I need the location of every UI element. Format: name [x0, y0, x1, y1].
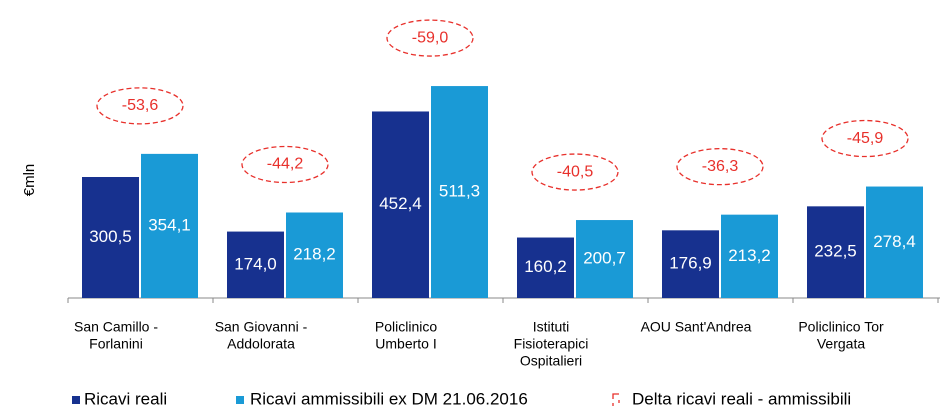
x-tick-label: Fisioterapici: [514, 336, 589, 352]
data-label: 452,4: [379, 194, 422, 213]
bar: [82, 177, 139, 298]
legend-label: Delta ricavi reali - ammissibili: [632, 389, 851, 408]
legend-label: Ricavi reali: [84, 389, 167, 408]
x-tick-label: Policlinico: [375, 319, 437, 335]
y-axis-label: €mln: [21, 164, 38, 197]
data-label: 176,9: [669, 254, 712, 273]
delta-annotation: [676, 148, 764, 186]
x-tick-label: Forlanini: [89, 336, 143, 352]
data-label: 160,2: [524, 257, 567, 276]
bar: [576, 220, 633, 298]
data-label: 511,3: [439, 182, 480, 201]
bar: [662, 230, 719, 298]
legend-label: Ricavi ammissibili ex DM 21.06.2016: [250, 389, 528, 408]
data-label: 232,5: [814, 242, 857, 261]
data-label: 174,0: [234, 254, 277, 273]
legend-swatch: [612, 393, 620, 406]
x-tick-label: San Camillo -: [74, 319, 158, 335]
bar: [286, 212, 343, 298]
delta-annotation: [821, 119, 909, 158]
delta-annotation: [96, 87, 184, 125]
bar: [431, 86, 488, 298]
data-label: 300,5: [89, 227, 132, 246]
delta-label: -40,5: [557, 163, 594, 180]
data-label: 354,1: [148, 215, 191, 234]
data-label: 278,4: [873, 232, 916, 251]
bar: [517, 237, 574, 298]
x-tick-label: San Giovanni -: [215, 319, 308, 335]
bar: [141, 153, 198, 298]
data-label: 200,7: [583, 249, 626, 268]
x-tick-label: Ospitalieri: [520, 353, 582, 369]
legend-swatch: [72, 396, 80, 404]
x-tick-label: AOU Sant'Andrea: [641, 319, 752, 335]
bar: [372, 111, 429, 298]
data-label: 213,2: [728, 246, 771, 265]
bar: [866, 186, 923, 298]
delta-annotation: [531, 153, 619, 191]
delta-label: -59,0: [412, 29, 449, 46]
x-tick-label: Vergata: [817, 336, 865, 352]
delta-label: -53,6: [122, 97, 159, 114]
bar: [721, 214, 778, 298]
x-tick-label: Umberto I: [375, 336, 436, 352]
x-tick-label: Policlinico Tor: [798, 319, 884, 335]
x-tick-label: Istituti: [533, 319, 570, 335]
bar: [227, 231, 284, 298]
delta-label: -45,9: [847, 130, 884, 147]
delta-annotation: [241, 145, 329, 184]
data-label: 218,2: [293, 245, 336, 264]
delta-label: -36,3: [702, 158, 739, 175]
bar: [807, 206, 864, 298]
delta-annotation: [386, 19, 474, 57]
delta-label: -44,2: [267, 156, 304, 173]
legend-swatch: [236, 396, 244, 404]
x-tick-label: Addolorata: [227, 336, 295, 352]
